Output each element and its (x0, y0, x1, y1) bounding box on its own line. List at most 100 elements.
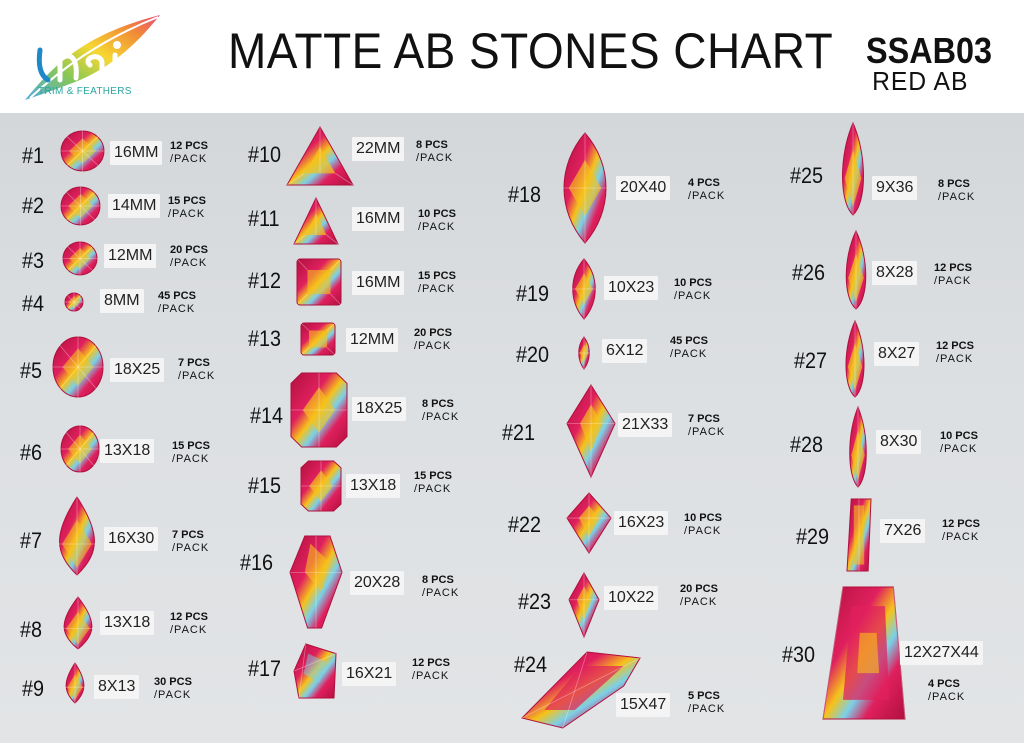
navette-stone-icon (556, 132, 614, 249)
stone-pack-unit: /PACK (422, 587, 460, 599)
stone-number: #9 (22, 676, 45, 701)
stone-number: #5 (20, 358, 43, 383)
stone-pcs-count: 15 PCS (414, 470, 452, 482)
stone-size-label: 13X18 (100, 439, 155, 463)
stone-size-label: 12X27X44 (900, 641, 983, 665)
stone-pcs-count: 8 PCS (938, 178, 970, 190)
stone-size-label: 16MM (352, 207, 405, 231)
stone-pack-unit: /PACK (154, 689, 192, 701)
oval-stone-icon (60, 425, 100, 478)
stone-number: #19 (516, 281, 550, 306)
stone-pack-unit: /PACK (414, 483, 452, 495)
stone-number: #15 (248, 473, 282, 498)
stone-size-label: 12MM (346, 328, 399, 352)
stone-pcs-count: 5 PCS (688, 690, 720, 702)
stone-number: #20 (516, 342, 550, 367)
stone-pcs-count: 12 PCS (936, 340, 974, 352)
stone-size-label: 20X28 (350, 571, 405, 595)
teardrop-long-stone-icon (846, 405, 870, 493)
stone-pcs-count: 15 PCS (418, 270, 456, 282)
stone-number: #7 (20, 528, 43, 553)
stone-pcs-count: 10 PCS (940, 430, 978, 442)
stone-pcs-count: 20 PCS (680, 583, 718, 595)
stone-number: #12 (248, 268, 282, 293)
drop-stone-icon (58, 596, 98, 655)
stone-number: #13 (248, 326, 282, 351)
stone-pcs-count: 45 PCS (158, 290, 196, 302)
stone-pcs-count: 12 PCS (170, 140, 208, 152)
stone-size-label: 10X23 (604, 276, 659, 300)
stone-number: #27 (794, 348, 828, 373)
kite-stone-icon (288, 534, 344, 635)
stone-number: #23 (518, 589, 552, 614)
stone-pack-unit: /PACK (684, 525, 722, 537)
stone-size-label: 7X26 (880, 519, 926, 543)
stone-pcs-count: 12 PCS (412, 657, 450, 669)
round-stone-icon (64, 292, 84, 317)
stone-number: #2 (22, 193, 45, 218)
stone-number: #3 (22, 248, 45, 273)
stone-pcs-count: 4 PCS (928, 678, 960, 690)
stone-pack-unit: /PACK (688, 190, 726, 202)
stone-pack-unit: /PACK (670, 348, 708, 360)
stone-size-label: 21X33 (618, 413, 673, 437)
stone-size-label: 16MM (110, 141, 163, 165)
stone-size-label: 16X23 (614, 511, 669, 535)
stone-pcs-count: 12 PCS (934, 262, 972, 274)
octagon-stone-icon (300, 460, 342, 517)
stone-size-label: 6X12 (602, 339, 648, 363)
stone-number: #1 (22, 143, 45, 168)
stone-pack-unit: /PACK (178, 370, 216, 382)
stone-number: #18 (508, 182, 542, 207)
stone-pack-unit: /PACK (170, 624, 208, 636)
stone-pack-unit: /PACK (412, 670, 450, 682)
stone-pcs-count: 7 PCS (688, 413, 720, 425)
stone-pcs-count: 10 PCS (418, 208, 456, 220)
stone-pack-unit: /PACK (414, 340, 452, 352)
stone-number: #11 (248, 206, 280, 231)
stone-size-label: 13X18 (100, 611, 155, 635)
stone-number: #4 (22, 291, 45, 316)
stone-pack-unit: /PACK (688, 703, 726, 715)
stone-pack-unit: /PACK (936, 353, 974, 365)
rhombus-stone-icon (566, 384, 616, 483)
stone-number: #14 (250, 403, 284, 428)
stone-pack-unit: /PACK (418, 283, 456, 295)
logo-text: TRIM & FEATHERS (38, 86, 132, 97)
stone-pack-unit: /PACK (934, 275, 972, 287)
stone-pcs-count: 15 PCS (172, 440, 210, 452)
stone-size-label: 18X25 (110, 358, 165, 382)
stone-size-label: 13X18 (346, 474, 401, 498)
stone-pack-unit: /PACK (416, 152, 454, 164)
round-stone-icon (60, 130, 105, 177)
square-stone-icon (296, 258, 342, 311)
stone-size-label: 8X27 (874, 342, 920, 366)
stone-size-label: 16X30 (104, 527, 159, 551)
stone-number: #29 (796, 524, 830, 549)
stone-pack-unit: /PACK (418, 221, 456, 233)
baguette-stone-icon (846, 498, 872, 577)
stone-size-label: 18X25 (352, 397, 407, 421)
stone-size-label: 16MM (352, 271, 405, 295)
stone-pcs-count: 30 PCS (154, 676, 192, 688)
stone-number: #21 (502, 420, 536, 445)
stone-pack-unit: /PACK (168, 208, 206, 220)
navette-stone-icon (576, 336, 592, 375)
stone-pack-unit: /PACK (170, 153, 208, 165)
drop-stone-icon (62, 662, 88, 709)
stone-number: #6 (20, 440, 43, 465)
square-stone-icon (300, 322, 336, 361)
oval-stone-icon (52, 336, 104, 403)
freeform-stone-icon (292, 642, 338, 705)
teardrop-long-stone-icon (842, 229, 870, 315)
header: TRIM & FEATHERS MATTE AB STONES CHART SS… (0, 0, 1024, 113)
page-title: MATTE AB STONES CHART (228, 23, 834, 79)
trapezoid-stone-icon (822, 586, 906, 725)
triangle-stone-icon (292, 196, 340, 251)
stone-pack-unit: /PACK (938, 191, 976, 203)
stone-pcs-count: 8 PCS (416, 139, 448, 151)
stone-size-label: 8X13 (94, 675, 140, 699)
rhombus-stone-icon (566, 492, 612, 559)
stone-number: #10 (248, 142, 282, 167)
stone-pack-unit: /PACK (928, 691, 966, 703)
